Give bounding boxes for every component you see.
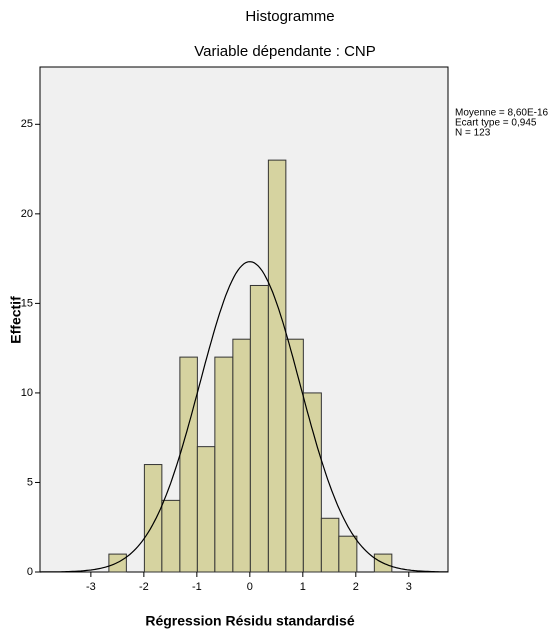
bar (302, 392, 322, 573)
x-tick-label: 0 (247, 581, 253, 593)
bar (214, 356, 234, 573)
bar (143, 464, 163, 573)
bar (338, 535, 358, 573)
bar (267, 159, 287, 573)
x-tick-label: -1 (192, 581, 202, 593)
chart-subtitle: Variable dépendante : CNP (194, 43, 376, 60)
y-axis-label: Effectif (8, 296, 24, 344)
x-axis-label: Régression Résidu standardisé (145, 613, 355, 629)
bar (232, 338, 251, 573)
x-tick-label: 3 (406, 581, 412, 593)
y-tick-label: 5 (27, 476, 33, 488)
bar (285, 338, 304, 573)
y-tick-label: 10 (21, 387, 33, 399)
y-tick-label: 25 (21, 118, 33, 130)
y-tick-label: 20 (21, 208, 33, 220)
chart-title: Histogramme (245, 8, 334, 25)
y-tick-label: 15 (21, 297, 33, 309)
bar (179, 356, 198, 573)
x-tick-label: 1 (300, 581, 306, 593)
stat-label: N = 123 (455, 128, 491, 139)
normal-curve (39, 261, 448, 573)
bar (161, 499, 181, 573)
bar (249, 284, 269, 573)
stat-label: Ecart type = 0,945 (455, 118, 537, 129)
x-tick-label: 2 (353, 581, 359, 593)
x-tick-label: -2 (139, 581, 149, 593)
y-tick-label: 0 (27, 566, 33, 578)
stat-label: Moyenne = 8,60E-16 (455, 108, 549, 119)
bar (320, 517, 340, 573)
bar (196, 446, 216, 573)
x-tick-label: -3 (86, 581, 96, 593)
